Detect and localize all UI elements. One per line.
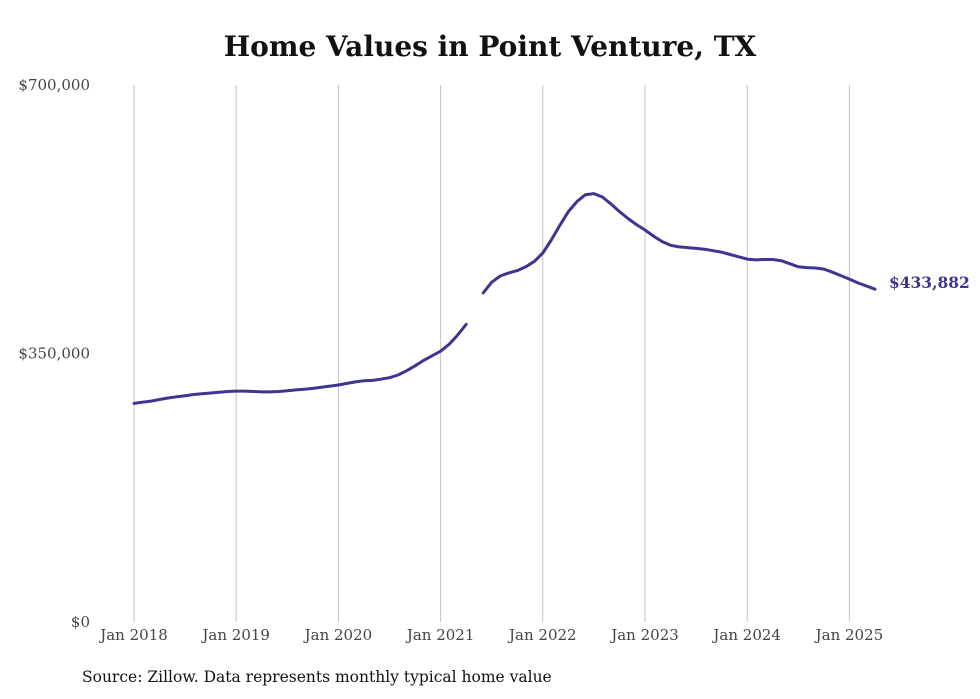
x-tick-label: Jan 2024 (711, 626, 781, 644)
series-line (481, 192, 877, 295)
x-tick-label: Jan 2018 (98, 626, 168, 644)
x-tick-label: Jan 2019 (200, 626, 270, 644)
end-value-label: $433,882 (889, 273, 970, 292)
y-tick-label: $0 (71, 613, 90, 631)
x-tick-label: Jan 2020 (303, 626, 373, 644)
series-line (132, 322, 468, 405)
chart-title: Home Values in Point Venture, TX (223, 30, 757, 63)
source-note: Source: Zillow. Data represents monthly … (82, 668, 552, 686)
x-tick-label: Jan 2025 (814, 626, 884, 644)
x-tick-label: Jan 2022 (507, 626, 577, 644)
x-tick-label: Jan 2023 (609, 626, 679, 644)
y-tick-label: $700,000 (18, 76, 90, 94)
y-tick-label: $350,000 (18, 345, 90, 363)
x-tick-label: Jan 2021 (405, 626, 475, 644)
